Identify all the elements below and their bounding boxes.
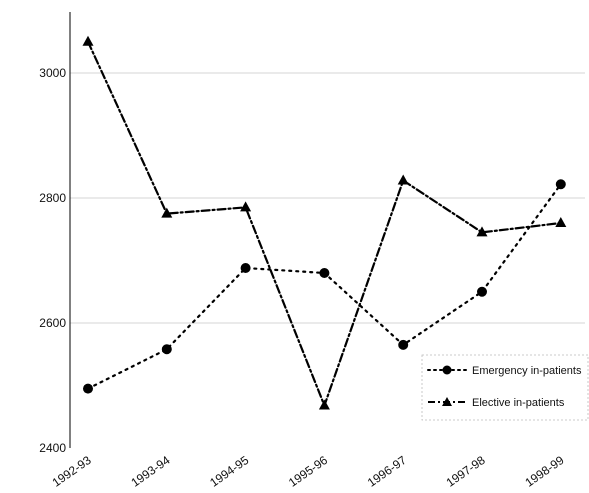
legend-label-emergency: Emergency in-patients — [472, 365, 582, 377]
data-point-elective-in-patients — [318, 399, 330, 410]
data-point-elective-in-patients — [161, 207, 173, 218]
data-point-elective-in-patients — [240, 201, 252, 212]
data-point-emergency-in-patients — [319, 268, 330, 278]
y-tick-label: 2600 — [39, 316, 66, 330]
data-point-emergency-in-patients — [83, 383, 93, 394]
y-tick-label: 3000 — [39, 66, 66, 80]
gridlines — [70, 72, 585, 324]
data-point-elective-in-patients — [82, 35, 94, 46]
series-layer — [82, 35, 567, 410]
legend-box — [421, 354, 589, 421]
data-point-elective-in-patients — [476, 226, 488, 237]
x-tick-label: 1995-96 — [286, 453, 330, 490]
x-tick-label: 1996-97 — [365, 453, 409, 490]
data-point-emergency-in-patients — [555, 179, 566, 190]
x-tick-label: 1993-94 — [128, 453, 172, 490]
y-tick-labels: 2400 2600 2800 3000 — [39, 66, 66, 455]
legend-marker-elective — [442, 397, 452, 406]
x-tick-label: 1998-99 — [522, 453, 566, 490]
series-line-elective-in-patients — [86, 40, 562, 409]
x-tick-label: 1997-98 — [444, 453, 488, 490]
data-point-emergency-in-patients — [398, 339, 409, 350]
x-tick-label: 1994-95 — [207, 453, 251, 490]
x-tick-label: 1992-93 — [50, 453, 94, 490]
data-point-elective-in-patients — [397, 174, 409, 185]
x-tick-labels: 1992-93 1993-94 1994-95 1995-96 1996-97 1997-… — [50, 453, 567, 490]
legend: Emergency in-patients Elective in-patien… — [421, 354, 589, 421]
y-tick-label: 2400 — [39, 441, 66, 455]
y-tick-label: 2800 — [39, 191, 66, 205]
legend-label-elective: Elective in-patients — [472, 397, 565, 409]
data-point-emergency-in-patients — [240, 263, 251, 273]
data-point-elective-in-patients — [555, 217, 567, 227]
data-point-emergency-in-patients — [161, 344, 172, 355]
legend-marker-emergency — [442, 365, 452, 375]
data-point-emergency-in-patients — [477, 286, 487, 297]
